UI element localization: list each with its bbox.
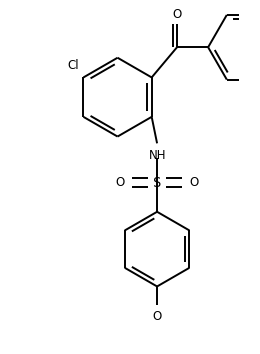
- Text: NH: NH: [150, 149, 167, 161]
- Text: S: S: [153, 176, 161, 190]
- Text: O: O: [152, 310, 162, 323]
- Text: O: O: [172, 8, 182, 21]
- Text: O: O: [189, 176, 198, 189]
- Text: O: O: [116, 176, 125, 189]
- Text: Cl: Cl: [67, 59, 79, 72]
